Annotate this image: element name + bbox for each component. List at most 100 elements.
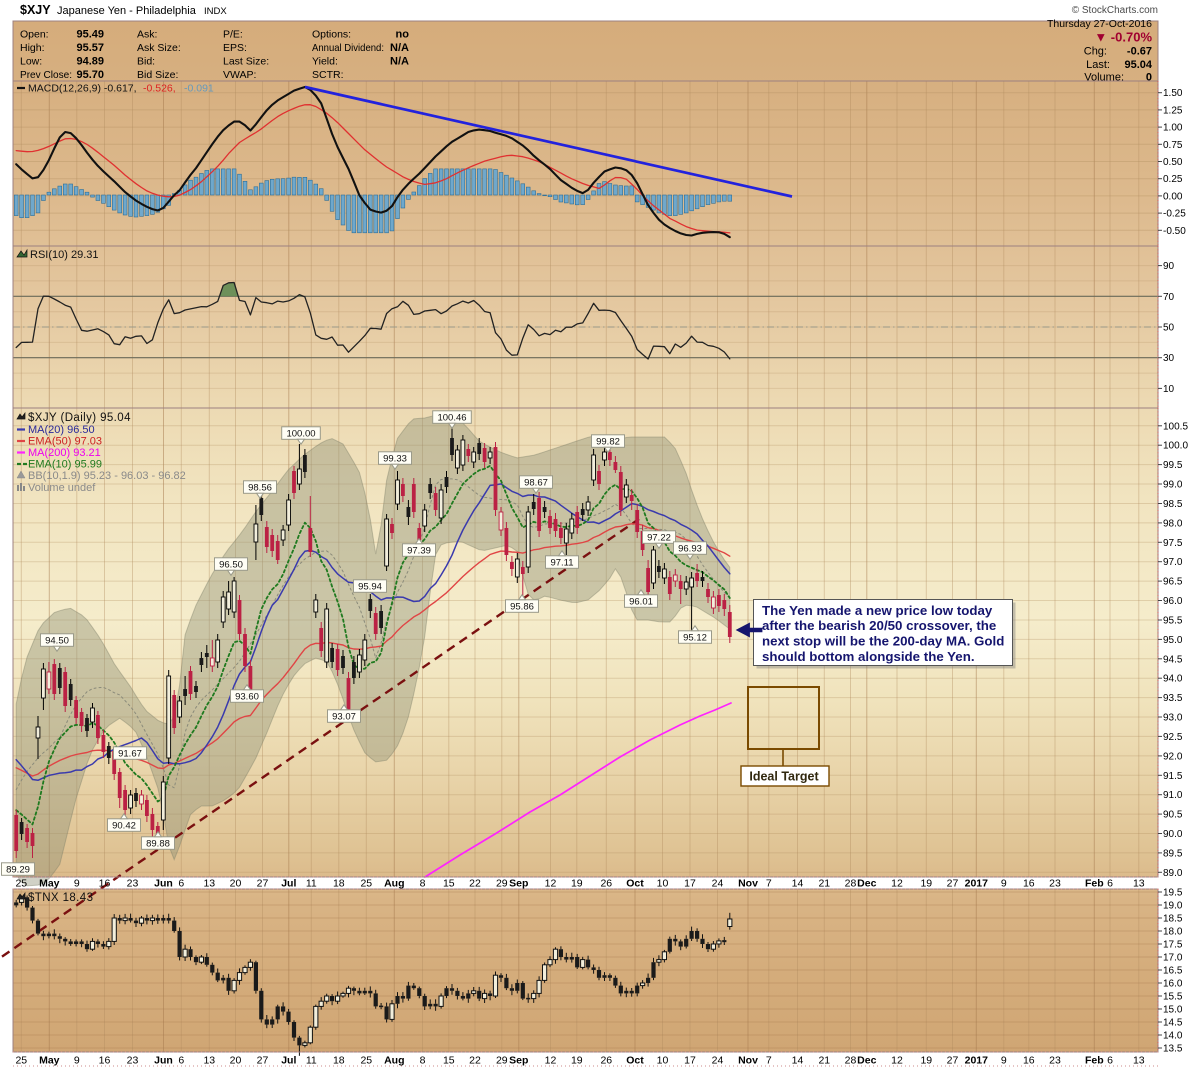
svg-text:91.0: 91.0 — [1163, 790, 1183, 801]
svg-text:22: 22 — [469, 878, 481, 890]
svg-text:97.39: 97.39 — [407, 545, 431, 556]
svg-text:97.0: 97.0 — [1163, 557, 1183, 568]
svg-text:11: 11 — [306, 1055, 317, 1067]
svg-text:Ask:: Ask: — [137, 29, 157, 41]
svg-text:15.0: 15.0 — [1163, 1005, 1183, 1016]
svg-text:0.00: 0.00 — [1163, 191, 1183, 202]
svg-text:92.0: 92.0 — [1163, 751, 1183, 762]
svg-text:27: 27 — [947, 878, 959, 890]
svg-text:100.5: 100.5 — [1163, 421, 1188, 432]
svg-text:Dec: Dec — [857, 1055, 876, 1067]
svg-text:The Yen made a new price low t: The Yen made a new price low today — [762, 603, 993, 618]
svg-text:97.11: 97.11 — [550, 557, 573, 568]
svg-text:16: 16 — [99, 1055, 111, 1067]
svg-text:-0.526,: -0.526, — [143, 83, 176, 95]
svg-text:28: 28 — [845, 878, 857, 890]
svg-text:90: 90 — [1163, 261, 1175, 272]
svg-text:89.29: 89.29 — [6, 864, 30, 875]
svg-text:18.5: 18.5 — [1163, 914, 1183, 925]
svg-text:6: 6 — [178, 1055, 184, 1067]
svg-text:23: 23 — [1049, 878, 1061, 890]
svg-text:50: 50 — [1163, 323, 1175, 334]
svg-text:96.5: 96.5 — [1163, 577, 1183, 588]
svg-text:▼ -0.70%: ▼ -0.70% — [1094, 30, 1152, 45]
svg-text:6: 6 — [1107, 878, 1113, 890]
svg-text:8: 8 — [420, 878, 426, 890]
svg-text:1.25: 1.25 — [1163, 105, 1183, 116]
svg-text:Bid:: Bid: — [137, 56, 155, 68]
svg-text:19: 19 — [571, 1055, 583, 1067]
svg-text:90.5: 90.5 — [1163, 810, 1183, 821]
svg-text:13: 13 — [203, 1055, 215, 1067]
svg-text:14.0: 14.0 — [1163, 1031, 1183, 1042]
svg-text:23: 23 — [127, 878, 139, 890]
svg-text:May: May — [39, 878, 60, 890]
svg-text:2017: 2017 — [965, 1055, 989, 1067]
svg-text:94.5: 94.5 — [1163, 654, 1183, 665]
svg-text:0.25: 0.25 — [1163, 174, 1183, 185]
svg-text:99.33: 99.33 — [383, 453, 407, 464]
svg-text:Nov: Nov — [738, 878, 758, 890]
svg-text:Last:: Last: — [1086, 59, 1110, 71]
svg-text:99.82: 99.82 — [596, 436, 620, 447]
svg-text:100.0: 100.0 — [1163, 441, 1188, 452]
svg-text:17: 17 — [684, 878, 696, 890]
svg-text:should bottom alongside the Ye: should bottom alongside the Yen. — [762, 649, 975, 664]
svg-text:90.0: 90.0 — [1163, 829, 1183, 840]
svg-text:95.86: 95.86 — [510, 601, 534, 612]
svg-text:93.5: 93.5 — [1163, 693, 1183, 704]
svg-text:98.56: 98.56 — [248, 482, 272, 493]
svg-text:17: 17 — [684, 1055, 696, 1067]
svg-text:9: 9 — [1001, 878, 1007, 890]
svg-text:Open:: Open: — [20, 29, 49, 41]
svg-text:Aug: Aug — [384, 1055, 404, 1067]
svg-text:96.50: 96.50 — [219, 559, 243, 570]
svg-text:28: 28 — [845, 1055, 857, 1067]
svg-text:20: 20 — [230, 1055, 242, 1067]
svg-text:Sep: Sep — [509, 878, 528, 890]
svg-text:Jul: Jul — [281, 878, 296, 890]
svg-text:Nov: Nov — [738, 1055, 758, 1067]
svg-text:21: 21 — [818, 878, 830, 890]
svg-text:Jul: Jul — [281, 1055, 296, 1067]
svg-text:Feb: Feb — [1085, 1055, 1104, 1067]
svg-text:13.5: 13.5 — [1163, 1044, 1183, 1055]
svg-text:95.12: 95.12 — [683, 632, 707, 643]
svg-text:Jun: Jun — [154, 878, 173, 890]
svg-text:Volume undef: Volume undef — [28, 482, 96, 494]
svg-text:89.88: 89.88 — [146, 838, 170, 849]
svg-text:18.0: 18.0 — [1163, 927, 1183, 938]
svg-text:Chg:: Chg: — [1084, 46, 1107, 58]
svg-text:RSI(10) 29.31: RSI(10) 29.31 — [30, 249, 98, 261]
svg-text:22: 22 — [469, 1055, 481, 1067]
svg-text:94.89: 94.89 — [76, 56, 104, 68]
svg-text:Prev Close:: Prev Close: — [20, 69, 72, 81]
svg-text:MA(20) 96.50: MA(20) 96.50 — [28, 424, 95, 436]
svg-text:VWAP:: VWAP: — [223, 69, 256, 81]
svg-text:29: 29 — [496, 878, 508, 890]
svg-text:96.0: 96.0 — [1163, 596, 1183, 607]
svg-text:27: 27 — [257, 878, 269, 890]
svg-text:97.22: 97.22 — [647, 532, 671, 543]
svg-text:Oct: Oct — [626, 1055, 644, 1067]
svg-text:93.07: 93.07 — [332, 711, 356, 722]
svg-text:16: 16 — [1023, 1055, 1035, 1067]
svg-text:95.49: 95.49 — [76, 29, 104, 41]
svg-text:2017: 2017 — [965, 878, 989, 890]
svg-text:N/A: N/A — [390, 56, 409, 68]
svg-text:98.67: 98.67 — [524, 477, 548, 488]
svg-text:100.00: 100.00 — [286, 428, 315, 439]
svg-text:12: 12 — [545, 878, 557, 890]
svg-text:19.0: 19.0 — [1163, 901, 1183, 912]
svg-text:9: 9 — [74, 1055, 80, 1067]
svg-text:Dec: Dec — [857, 878, 876, 890]
svg-text:100.46: 100.46 — [437, 412, 466, 423]
svg-text:24: 24 — [712, 878, 724, 890]
svg-text:25: 25 — [360, 878, 372, 890]
svg-text:14.5: 14.5 — [1163, 1018, 1183, 1029]
svg-text:20: 20 — [230, 878, 242, 890]
svg-text:10: 10 — [1163, 384, 1175, 395]
svg-text:Ask Size:: Ask Size: — [137, 42, 181, 54]
svg-text:-0.25: -0.25 — [1163, 209, 1186, 220]
svg-text:99.5: 99.5 — [1163, 460, 1183, 471]
